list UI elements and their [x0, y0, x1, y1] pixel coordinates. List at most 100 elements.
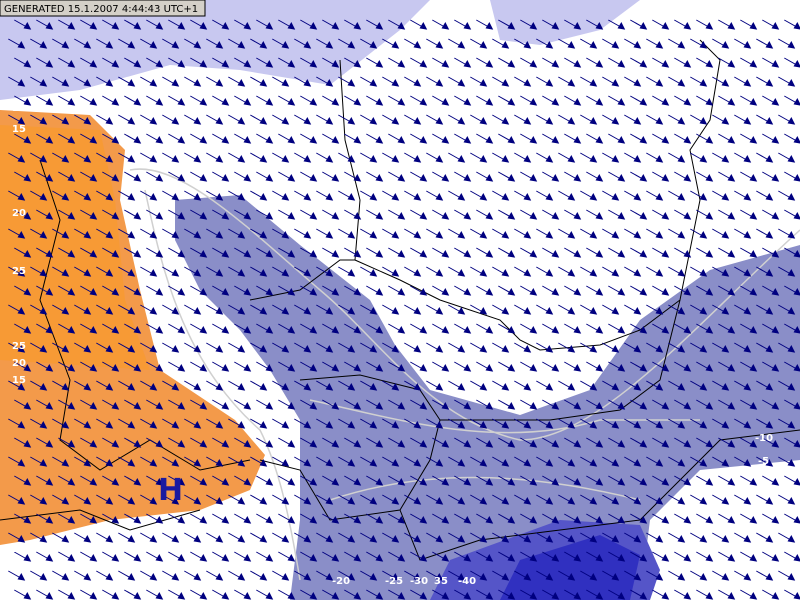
wind-arrow-head [617, 325, 626, 334]
wind-arrow-head [771, 211, 780, 220]
wind-arrow-head [259, 420, 268, 429]
wind-arrow-head [171, 572, 180, 581]
wind-arrow-head [23, 401, 32, 410]
wind-arrow-head [567, 192, 576, 201]
wind-arrow-head [721, 420, 730, 429]
wind-arrow-head [551, 401, 560, 410]
wind-arrow-head [265, 439, 274, 448]
wind-arrow-head [413, 192, 422, 201]
wind-arrow-head [111, 401, 120, 410]
wind-arrow-head [595, 249, 604, 258]
wind-arrow-head [633, 192, 642, 201]
wind-arrow-head [281, 40, 290, 49]
wind-arrow-head [529, 477, 538, 486]
wind-arrow-head [171, 268, 180, 277]
wind-arrow-head [155, 553, 164, 562]
wind-arrow-head [501, 382, 510, 391]
wind-arrow-head [265, 515, 274, 524]
wind-arrow-head [683, 363, 692, 372]
wind-arrow-head [309, 325, 318, 334]
wind-arrow-head [193, 154, 202, 163]
wind-arrow-head [193, 230, 202, 239]
wind-arrow-head [529, 21, 538, 30]
wind-arrow-head [589, 154, 598, 163]
wind-arrow-head [639, 173, 648, 182]
wind-arrow-head [127, 40, 136, 49]
wind-arrow-head [485, 363, 494, 372]
wind-arrow-head [611, 230, 620, 239]
wind-arrow-head [633, 572, 642, 581]
wind-arrow-head [699, 40, 708, 49]
wind-arrow-head [177, 211, 186, 220]
wind-arrow-head [155, 363, 164, 372]
wind-arrow-head [677, 534, 686, 543]
contour-label: -30 [410, 576, 428, 587]
wind-arrow-head [375, 477, 384, 486]
wind-arrow-head [215, 40, 224, 49]
wind-arrow-head [347, 458, 356, 467]
wind-arrow-head [463, 553, 472, 562]
wind-arrow-head [391, 116, 400, 125]
wind-arrow-head [243, 21, 252, 30]
wind-arrow-head [243, 591, 252, 600]
wind-arrow-head [507, 59, 516, 68]
wind-arrow-head [61, 268, 70, 277]
wind-arrow-head [463, 211, 472, 220]
wind-arrow-head [749, 363, 758, 372]
wind-arrow-head [199, 591, 208, 600]
wind-arrow-head [353, 211, 362, 220]
wind-arrow-head [413, 40, 422, 49]
wind-arrow-head [743, 534, 752, 543]
contour-label: -5 [758, 456, 769, 467]
wind-arrow-head [303, 154, 312, 163]
wind-arrow-head [199, 249, 208, 258]
wind-arrow-head [83, 116, 92, 125]
wind-arrow-head [89, 21, 98, 30]
wind-arrow-head [501, 420, 510, 429]
wind-arrow-head [661, 515, 670, 524]
wind-arrow-head [331, 325, 340, 334]
wind-arrow-head [743, 268, 752, 277]
wind-arrow-head [331, 135, 340, 144]
wind-arrow-head [375, 553, 384, 562]
wind-arrow-head [149, 420, 158, 429]
wind-arrow-head [573, 477, 582, 486]
wind-arrow-head [111, 287, 120, 296]
wind-arrow-head [39, 382, 48, 391]
wind-arrow-head [177, 401, 186, 410]
wind-arrow-head [281, 116, 290, 125]
wind-arrow-head [237, 496, 246, 505]
wind-arrow-head [17, 496, 26, 505]
wind-arrow-head [23, 553, 32, 562]
wind-arrow-head [419, 287, 428, 296]
wind-arrow-head [391, 154, 400, 163]
wind-arrow-head [545, 496, 554, 505]
wind-arrow-head [749, 211, 758, 220]
wind-arrow-head [617, 363, 626, 372]
wind-arrow-head [639, 515, 648, 524]
wind-arrow-head [375, 249, 384, 258]
wind-arrow-head [545, 382, 554, 391]
wind-arrow-head [793, 135, 800, 144]
wind-arrow-head [303, 420, 312, 429]
wind-arrow-head [61, 458, 70, 467]
wind-arrow-head [501, 306, 510, 315]
wind-arrow-head [457, 306, 466, 315]
wind-arrow-head [391, 230, 400, 239]
wind-arrow-head [89, 591, 98, 600]
wind-arrow-head [265, 249, 274, 258]
wind-arrow-head [45, 363, 54, 372]
wind-arrow-head [243, 173, 252, 182]
wind-arrow-head [457, 420, 466, 429]
wind-arrow-head [567, 154, 576, 163]
wind-arrow-head [639, 287, 648, 296]
cold-core-inner [500, 535, 640, 600]
wind-arrow-head [375, 135, 384, 144]
wind-arrow-head [463, 59, 472, 68]
wind-arrow-head [639, 211, 648, 220]
wind-arrow-head [347, 78, 356, 87]
wind-arrow-head [705, 21, 714, 30]
wind-arrow-head [463, 97, 472, 106]
wind-arrow-head [89, 363, 98, 372]
wind-arrow-head [639, 59, 648, 68]
